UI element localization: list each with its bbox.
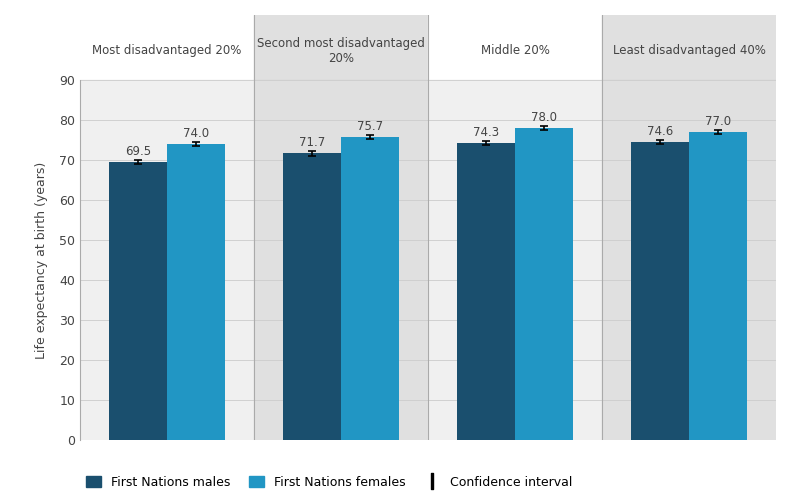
Text: 75.7: 75.7 [357, 120, 383, 133]
Text: Most disadvantaged 20%: Most disadvantaged 20% [92, 44, 242, 57]
Text: 69.5: 69.5 [125, 144, 151, 158]
Bar [689, 132, 747, 440]
Bar [631, 142, 689, 440]
Text: Least disadvantaged 40%: Least disadvantaged 40% [613, 44, 766, 57]
Bar [602, 15, 776, 80]
Bar [428, 15, 602, 80]
Text: 74.6: 74.6 [647, 124, 673, 138]
Bar [254, 80, 428, 440]
Bar [80, 15, 254, 80]
Bar [167, 144, 225, 440]
Text: 74.3: 74.3 [473, 126, 499, 139]
Text: 78.0: 78.0 [531, 111, 557, 124]
Bar [109, 162, 167, 440]
Bar [80, 80, 254, 440]
Bar [602, 80, 776, 440]
Y-axis label: Life expectancy at birth (years): Life expectancy at birth (years) [35, 162, 48, 358]
Bar [457, 143, 515, 440]
Bar [515, 128, 573, 440]
Text: Middle 20%: Middle 20% [481, 44, 550, 57]
Bar [341, 137, 399, 440]
Bar [428, 80, 602, 440]
Text: Second most disadvantaged
20%: Second most disadvantaged 20% [257, 37, 425, 64]
Text: 71.7: 71.7 [299, 136, 325, 149]
Bar [283, 153, 341, 440]
Text: 77.0: 77.0 [705, 115, 731, 128]
Legend: First Nations males, First Nations females, Confidence interval: First Nations males, First Nations femal… [86, 476, 572, 489]
Text: 74.0: 74.0 [183, 127, 209, 140]
Bar [254, 15, 428, 80]
